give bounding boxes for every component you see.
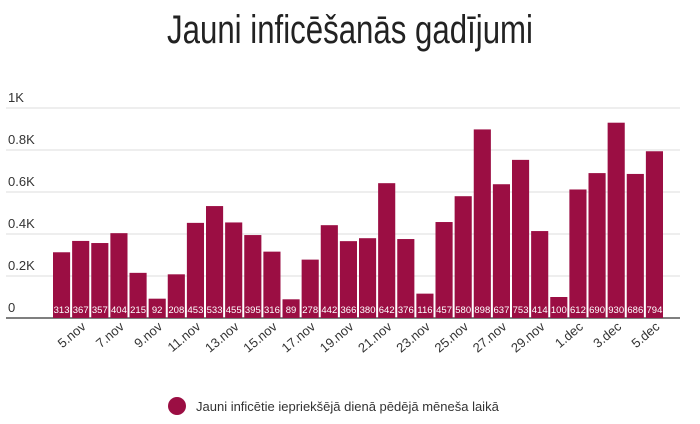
bar-28.nov: [512, 159, 530, 318]
y-tick-label: 0.2K: [8, 258, 35, 273]
data-label: 898: [474, 305, 490, 316]
bar-5.nov: [72, 240, 90, 318]
x-tick-label: 5.dec: [628, 318, 662, 350]
data-label: 442: [321, 305, 337, 316]
bar-19.nov: [339, 241, 357, 318]
bar-20.nov: [359, 238, 377, 318]
data-label: 794: [647, 305, 663, 316]
x-tick-label: 19.nov: [317, 318, 357, 355]
data-label: 612: [570, 305, 586, 316]
bar-15.nov: [263, 251, 281, 318]
bar-22.nov: [397, 239, 415, 318]
x-axis-tick-labels: 5.nov 7.nov 9.nov 11.nov13.nov15.nov17.nov1…: [55, 318, 663, 355]
bar-4.nov: [53, 252, 71, 318]
bar-14.nov: [244, 235, 262, 318]
bar-6.nov: [91, 243, 109, 318]
y-axis-tick-labels: 0 0.2K 0.4K 0.6K 0.8K 1K: [8, 90, 35, 315]
data-label: 380: [360, 305, 376, 316]
y-tick-label: 1K: [8, 90, 24, 105]
data-label: 404: [111, 305, 127, 316]
x-tick-label: 3.dec: [590, 318, 624, 350]
x-tick-label: 11.nov: [165, 318, 204, 354]
x-tick-label: 17.nov: [279, 318, 319, 355]
x-tick-label: 5.nov: [55, 318, 89, 350]
bar-26.nov: [473, 129, 491, 318]
data-label: 395: [245, 305, 261, 316]
data-label: 89: [286, 305, 297, 316]
data-label: 357: [92, 305, 108, 316]
x-tick-label: 15.nov: [240, 318, 280, 355]
x-tick-label: 1.dec: [552, 318, 586, 350]
data-label: 366: [341, 305, 357, 316]
bar-18.nov: [320, 225, 338, 318]
bar-8.nov: [129, 272, 147, 318]
bar-3.dec: [607, 122, 625, 318]
legend-label: Jauni inficētie iepriekšējā dienā pēdējā…: [196, 398, 499, 414]
bar-24.nov: [435, 222, 453, 318]
bar-21.nov: [378, 183, 396, 318]
bar-1.dec: [569, 189, 587, 318]
x-tick-label: 29.nov: [508, 318, 548, 355]
data-label: 690: [589, 305, 605, 316]
data-label: 316: [264, 305, 280, 316]
bar-9.nov: [148, 298, 166, 318]
bar-7.nov: [110, 233, 128, 318]
data-label: 637: [494, 305, 510, 316]
y-tick-label: 0: [8, 300, 15, 315]
data-label: 457: [436, 305, 452, 316]
data-label: 642: [379, 305, 395, 316]
data-label: 753: [513, 305, 529, 316]
y-tick-label: 0.6K: [8, 174, 35, 189]
x-tick-label: 27.nov: [470, 318, 510, 355]
y-tick-label: 0.4K: [8, 216, 35, 231]
bar-29.nov: [531, 231, 549, 318]
data-label: 116: [417, 305, 432, 316]
bar-4.dec: [626, 173, 644, 318]
data-label: 215: [130, 305, 146, 316]
data-label: 686: [627, 305, 643, 316]
data-label: 930: [608, 305, 624, 316]
bar-12.nov: [206, 206, 224, 318]
data-label: 100: [551, 305, 567, 316]
data-label: 208: [168, 305, 184, 316]
bar-11.nov: [186, 222, 204, 318]
bar-17.nov: [301, 259, 319, 318]
data-label: 367: [73, 305, 89, 316]
y-tick-label: 0.8K: [8, 132, 35, 147]
bar-16.nov: [282, 299, 300, 318]
legend-marker: [168, 397, 186, 415]
bar-30.nov: [550, 297, 568, 318]
data-label: 414: [532, 305, 548, 316]
data-label: 92: [152, 305, 163, 316]
data-label: 313: [54, 305, 70, 316]
x-tick-label: 23.nov: [393, 318, 433, 355]
data-label: 278: [302, 305, 318, 316]
x-tick-label: 9.nov: [131, 318, 165, 350]
chart-title: Jauni inficēšanās gadījumi: [167, 8, 533, 52]
data-label: 533: [207, 305, 223, 316]
bar-25.nov: [454, 196, 472, 318]
data-label: 376: [398, 305, 414, 316]
x-tick-label: 13.nov: [202, 318, 242, 355]
x-tick-label: 21.nov: [355, 318, 395, 355]
bar-10.nov: [167, 274, 185, 318]
bar-23.nov: [416, 293, 434, 318]
data-labels: 313 367 357 404 215 92 208 453 533 455 395 316 89 278…: [54, 305, 663, 316]
data-label: 580: [455, 305, 471, 316]
x-tick-label: 25.nov: [432, 318, 472, 355]
data-label: 453: [188, 305, 204, 316]
bar-5.dec: [645, 151, 663, 318]
x-tick-label: 7.nov: [93, 318, 127, 350]
bar-2.dec: [588, 173, 606, 318]
bar-27.nov: [492, 184, 510, 318]
bar-13.nov: [225, 222, 243, 318]
data-label: 455: [226, 305, 242, 316]
legend: Jauni inficētie iepriekšējā dienā pēdējā…: [168, 397, 499, 415]
bars: [53, 122, 663, 318]
